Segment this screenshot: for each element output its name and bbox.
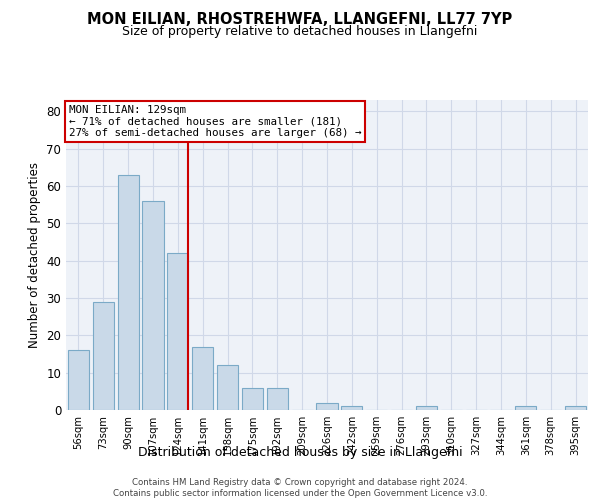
Text: MON EILIAN: 129sqm
← 71% of detached houses are smaller (181)
27% of semi-detach: MON EILIAN: 129sqm ← 71% of detached hou… [68,104,361,138]
Text: Size of property relative to detached houses in Llangefni: Size of property relative to detached ho… [122,25,478,38]
Bar [267,388,288,410]
Bar [217,365,238,410]
Text: Distribution of detached houses by size in Llangefni: Distribution of detached houses by size … [137,446,463,459]
Bar [142,201,164,410]
Bar [341,406,362,410]
Bar [93,302,114,410]
Bar [118,174,139,410]
Y-axis label: Number of detached properties: Number of detached properties [28,162,41,348]
Bar [515,406,536,410]
Text: Contains HM Land Registry data © Crown copyright and database right 2024.
Contai: Contains HM Land Registry data © Crown c… [113,478,487,498]
Bar [416,406,437,410]
Bar [242,388,263,410]
Text: MON EILIAN, RHOSTREHWFA, LLANGEFNI, LL77 7YP: MON EILIAN, RHOSTREHWFA, LLANGEFNI, LL77… [88,12,512,28]
Bar [316,402,338,410]
Bar [68,350,89,410]
Bar [192,346,213,410]
Bar [167,253,188,410]
Bar [565,406,586,410]
